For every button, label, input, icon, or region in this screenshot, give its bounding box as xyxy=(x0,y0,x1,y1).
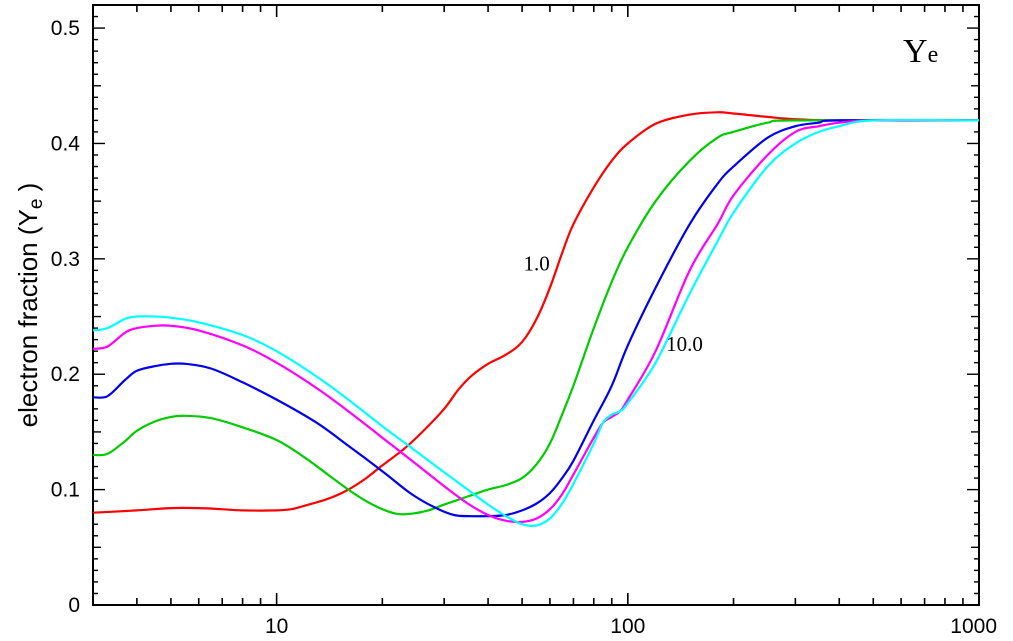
series-line-4 xyxy=(92,119,980,524)
x-tick-label: 100 xyxy=(610,615,645,638)
corner-label-main: Y xyxy=(903,33,928,70)
x-tick-label: 1000 xyxy=(950,615,997,638)
series-line-1 xyxy=(92,111,980,514)
plot-frame xyxy=(92,4,980,606)
series-line-2 xyxy=(92,119,980,516)
y-axis-label-main: electron fraction (Y xyxy=(13,209,43,427)
y-axis-label-sub: e xyxy=(26,199,47,210)
y-tick-label: 0.2 xyxy=(51,363,80,386)
series-curves xyxy=(92,111,980,527)
x-tick-label: 10 xyxy=(265,615,288,638)
corner-label-sub: e xyxy=(928,42,939,68)
y-tick-label: 0 xyxy=(68,594,80,617)
curve-annotations: 1.0 10.0 xyxy=(524,251,703,356)
y-tick-label: 0.1 xyxy=(51,479,80,502)
series-line-5 xyxy=(92,118,980,527)
y-axis-label-end: ) xyxy=(13,183,43,199)
tick-labels: 10 100 1000 0 0.1 0.2 0.3 0.4 0.5 xyxy=(51,17,997,638)
curve-annotation: 10.0 xyxy=(666,332,703,356)
corner-label: Ye xyxy=(903,33,938,70)
y-axis-label: electron fraction (Ye ) xyxy=(13,183,47,428)
y-tick-label: 0.5 xyxy=(51,17,80,40)
y-tick-label: 0.4 xyxy=(51,132,81,155)
curve-annotation: 1.0 xyxy=(524,251,550,275)
y-tick-label: 0.3 xyxy=(51,248,80,271)
axis-ticks xyxy=(92,4,980,606)
